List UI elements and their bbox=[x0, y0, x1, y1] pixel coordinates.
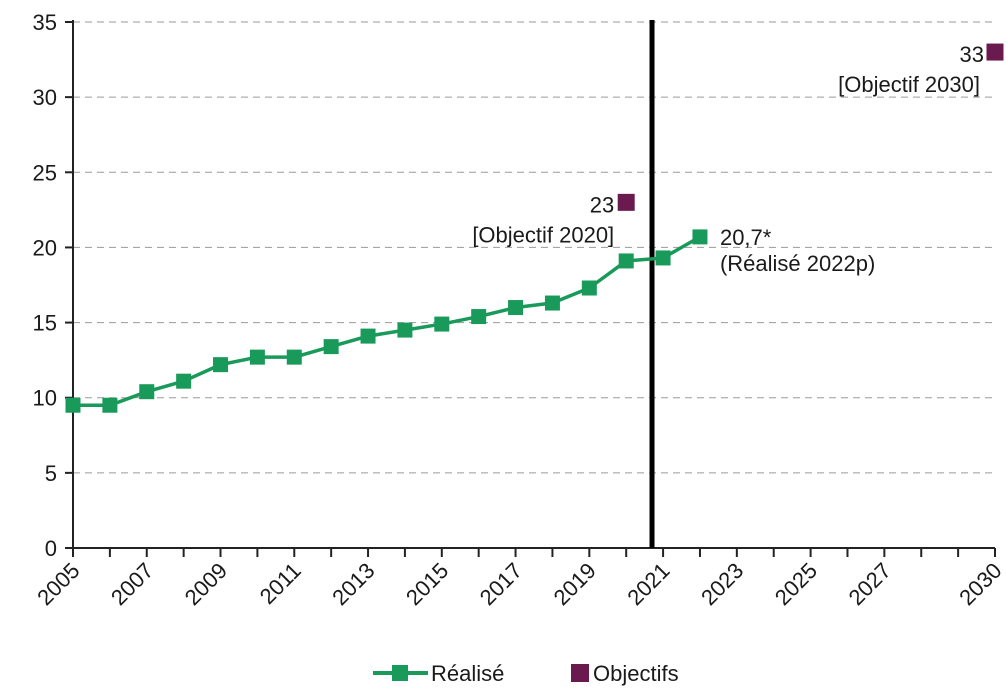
data-point-realise-2008 bbox=[176, 373, 192, 389]
y-tick-label: 10 bbox=[33, 386, 57, 411]
series-realise bbox=[65, 229, 708, 413]
series-line-realise bbox=[73, 235, 701, 407]
y-axis: 0 5 10 15 20 25 30 35 bbox=[33, 10, 74, 561]
x-tick-label: 2011 bbox=[255, 558, 306, 609]
data-point-realise-2017 bbox=[508, 300, 524, 316]
annotation-realise-2022-value: 20,7* bbox=[720, 225, 772, 250]
y-tick-label: 30 bbox=[33, 85, 57, 110]
data-point-objectif-2020 bbox=[617, 193, 635, 211]
data-point-realise-2013 bbox=[360, 328, 376, 344]
x-tick-label: 2025 bbox=[770, 558, 822, 610]
data-point-realise-2007 bbox=[139, 384, 155, 400]
annotation-objectif-2030-value: 33 bbox=[960, 42, 984, 67]
y-tick-label: 20 bbox=[33, 235, 57, 260]
data-point-realise-2022 bbox=[692, 229, 708, 245]
x-axis: 2005 2007 2009 2011 2013 2015 2017 2019 2021 2023… bbox=[32, 547, 1006, 610]
data-point-realise-2010 bbox=[249, 349, 265, 365]
data-point-realise-2020 bbox=[618, 253, 634, 269]
data-point-realise-2015 bbox=[434, 316, 450, 332]
legend-objectifs-label: Objectifs bbox=[593, 661, 679, 686]
legend-realise-label: Réalisé bbox=[431, 661, 504, 686]
y-tick-label: 0 bbox=[45, 536, 57, 561]
y-tick-label: 25 bbox=[33, 160, 57, 185]
x-tick-label: 2027 bbox=[844, 558, 896, 610]
y-tick-label: 35 bbox=[33, 10, 57, 35]
data-point-realise-2021 bbox=[655, 250, 671, 266]
y-tick-label: 5 bbox=[45, 461, 57, 486]
x-tick-label: 2017 bbox=[475, 558, 527, 610]
legend-objectifs-marker bbox=[571, 664, 589, 682]
x-tick-label: 2030 bbox=[954, 558, 1006, 610]
data-point-realise-2019 bbox=[581, 280, 597, 296]
legend: Réalisé Objectifs bbox=[373, 661, 679, 686]
data-point-objectif-2030 bbox=[986, 43, 1004, 61]
data-point-realise-2012 bbox=[323, 339, 339, 355]
x-tick-label: 2021 bbox=[622, 558, 674, 610]
data-point-realise-2011 bbox=[286, 349, 302, 365]
data-point-realise-2005 bbox=[65, 397, 81, 413]
data-point-realise-2006 bbox=[102, 397, 118, 413]
data-point-realise-2009 bbox=[213, 357, 229, 373]
annotation-objectif-2020-value: 23 bbox=[590, 192, 614, 217]
data-point-realise-2014 bbox=[397, 322, 413, 338]
x-tick-label: 2015 bbox=[401, 558, 453, 610]
x-tick-label: 2019 bbox=[549, 558, 601, 610]
annotation-objectif-2020-label: [Objectif 2020] bbox=[472, 222, 614, 247]
x-tick-label: 2009 bbox=[180, 558, 232, 610]
series-objectifs bbox=[617, 43, 1004, 211]
annotation-objectif-2030-label: [Objectif 2030] bbox=[838, 72, 980, 97]
x-tick-label: 2007 bbox=[106, 558, 158, 610]
annotation-realise-2022-label: (Réalisé 2022p) bbox=[720, 251, 875, 276]
legend-realise-marker bbox=[392, 665, 408, 681]
data-point-realise-2016 bbox=[471, 309, 487, 325]
y-tick-label: 15 bbox=[33, 311, 57, 336]
x-tick-label: 2013 bbox=[327, 558, 379, 610]
x-tick-label: 2023 bbox=[696, 558, 748, 610]
x-tick-label: 2005 bbox=[32, 558, 84, 610]
data-point-realise-2018 bbox=[544, 295, 560, 311]
gridlines bbox=[73, 21, 995, 474]
